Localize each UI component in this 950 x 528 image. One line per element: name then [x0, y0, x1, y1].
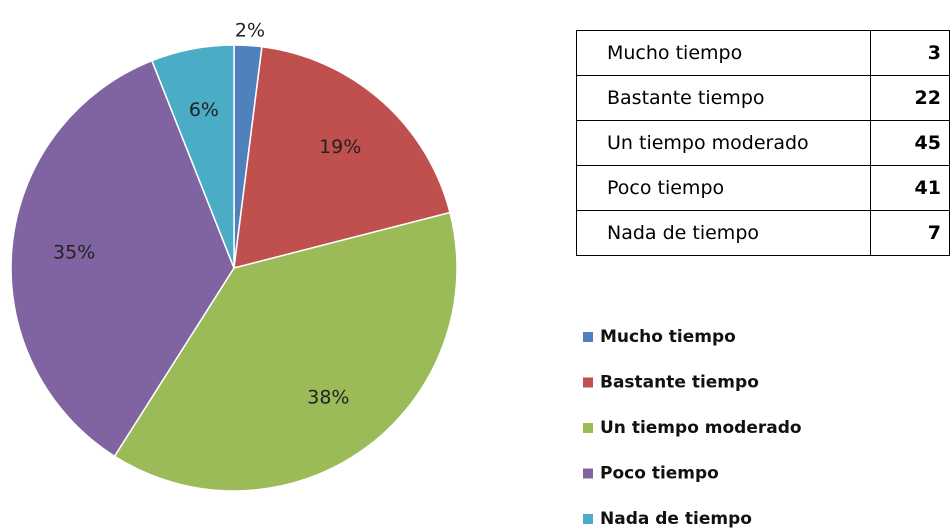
count-cell: 3 [870, 30, 950, 76]
count-cell: 45 [870, 120, 950, 166]
legend-label: Mucho tiempo [600, 327, 736, 347]
label-cell: Un tiempo moderado [575, 120, 872, 166]
legend-swatch [583, 514, 593, 524]
legend-swatch [583, 423, 593, 433]
pie-slice [150, 44, 235, 269]
pie-slice [10, 59, 235, 458]
table-row: Un tiempo moderado 45 [575, 120, 950, 166]
pie-slice [113, 211, 458, 492]
legend-label: Poco tiempo [600, 464, 719, 484]
table-row: Poco tiempo 41 [575, 165, 950, 211]
slice-label: 2% [235, 20, 265, 42]
legend-label: Bastante tiempo [600, 373, 759, 393]
table-row: Bastante tiempo 22 [575, 75, 950, 121]
slice-label: 35% [53, 241, 95, 263]
legend-swatch [583, 332, 593, 342]
count-cell: 7 [870, 210, 950, 256]
table-row: Nada de tiempo 7 [575, 210, 950, 256]
count-cell: 22 [870, 75, 950, 121]
slice-label: 6% [189, 99, 219, 121]
slice-label: 19% [319, 136, 361, 158]
table-row: Mucho tiempo 3 [575, 30, 950, 76]
label-cell: Poco tiempo [575, 165, 872, 211]
legend-swatch [583, 468, 593, 479]
legend-label: Nada de tiempo [600, 509, 752, 528]
count-cell: 41 [870, 165, 950, 211]
legend-swatch [583, 377, 593, 388]
slice-label: 38% [307, 386, 349, 408]
label-cell: Mucho tiempo [575, 30, 872, 76]
data-table: Mucho tiempo 3 Bastante tiempo 22 Un tiempo … [575, 30, 950, 256]
label-cell: Bastante tiempo [575, 75, 872, 121]
legend-label: Un tiempo moderado [600, 418, 802, 438]
label-cell: Nada de tiempo [575, 210, 872, 256]
pie-slice [233, 45, 451, 270]
